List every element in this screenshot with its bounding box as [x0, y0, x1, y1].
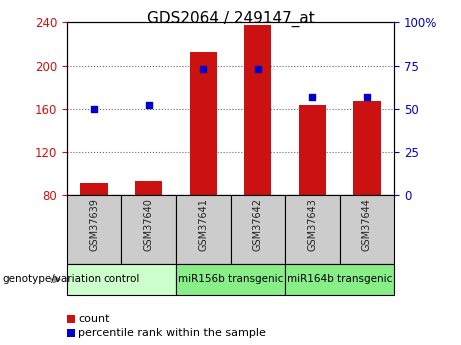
- Bar: [230, 195, 285, 264]
- Bar: [189, 51, 217, 195]
- Bar: [176, 195, 230, 264]
- Bar: [285, 195, 340, 264]
- Text: control: control: [103, 275, 140, 284]
- Bar: [81, 183, 108, 195]
- Text: miR156b transgenic: miR156b transgenic: [178, 275, 283, 284]
- Text: GSM37640: GSM37640: [144, 198, 154, 251]
- Bar: [135, 181, 162, 195]
- Point: [200, 66, 207, 72]
- Bar: [121, 195, 176, 264]
- Bar: [176, 264, 285, 295]
- Bar: [67, 315, 75, 323]
- Text: GSM37639: GSM37639: [89, 198, 99, 251]
- Point: [254, 66, 261, 72]
- Bar: [340, 195, 394, 264]
- Text: GSM37643: GSM37643: [307, 198, 317, 251]
- Point: [145, 102, 152, 108]
- Bar: [67, 195, 121, 264]
- Text: miR164b transgenic: miR164b transgenic: [287, 275, 392, 284]
- Bar: [244, 24, 272, 195]
- Point: [308, 94, 316, 99]
- Text: GSM37642: GSM37642: [253, 198, 263, 252]
- Text: count: count: [78, 314, 110, 324]
- Point: [90, 106, 98, 111]
- Text: GSM37644: GSM37644: [362, 198, 372, 251]
- Bar: [285, 264, 394, 295]
- Text: GSM37641: GSM37641: [198, 198, 208, 251]
- Text: percentile rank within the sample: percentile rank within the sample: [78, 328, 266, 338]
- Text: genotype/variation: genotype/variation: [2, 275, 101, 284]
- Text: GDS2064 / 249147_at: GDS2064 / 249147_at: [147, 10, 314, 27]
- Point: [363, 94, 371, 99]
- Bar: [67, 329, 75, 337]
- Bar: [353, 101, 380, 195]
- Bar: [67, 264, 176, 295]
- Bar: [299, 106, 326, 195]
